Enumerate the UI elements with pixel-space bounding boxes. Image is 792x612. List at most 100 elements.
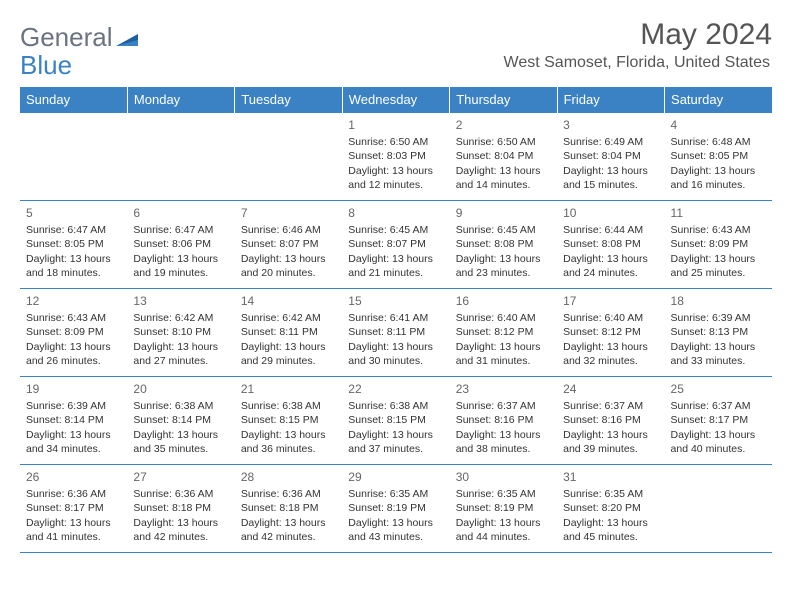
sunrise-text: Sunrise: 6:35 AM — [348, 487, 443, 501]
calendar-day-cell: 10Sunrise: 6:44 AMSunset: 8:08 PMDayligh… — [557, 201, 664, 289]
sunrise-text: Sunrise: 6:36 AM — [26, 487, 121, 501]
day-number: 19 — [26, 381, 121, 397]
sunset-text: Sunset: 8:19 PM — [348, 501, 443, 515]
sunrise-text: Sunrise: 6:45 AM — [456, 223, 551, 237]
weekday-header: Tuesday — [235, 87, 342, 113]
sunrise-text: Sunrise: 6:38 AM — [241, 399, 336, 413]
location-text: West Samoset, Florida, United States — [504, 54, 772, 72]
sunset-text: Sunset: 8:05 PM — [671, 149, 766, 163]
calendar-day-cell: 23Sunrise: 6:37 AMSunset: 8:16 PMDayligh… — [450, 377, 557, 465]
sunset-text: Sunset: 8:12 PM — [563, 325, 658, 339]
day-number: 6 — [133, 205, 228, 221]
brand-logo: General — [20, 22, 140, 53]
day-number: 25 — [671, 381, 766, 397]
sunset-text: Sunset: 8:14 PM — [133, 413, 228, 427]
sunrise-text: Sunrise: 6:36 AM — [241, 487, 336, 501]
daylight-text: Daylight: 13 hours and 41 minutes. — [26, 516, 121, 544]
daylight-text: Daylight: 13 hours and 43 minutes. — [348, 516, 443, 544]
calendar-day-cell: 26Sunrise: 6:36 AMSunset: 8:17 PMDayligh… — [20, 465, 127, 553]
sunset-text: Sunset: 8:20 PM — [563, 501, 658, 515]
sunset-text: Sunset: 8:10 PM — [133, 325, 228, 339]
day-number: 15 — [348, 293, 443, 309]
sunrise-text: Sunrise: 6:43 AM — [26, 311, 121, 325]
sunrise-text: Sunrise: 6:42 AM — [133, 311, 228, 325]
calendar-day-cell: 4Sunrise: 6:48 AMSunset: 8:05 PMDaylight… — [665, 113, 772, 201]
sunset-text: Sunset: 8:12 PM — [456, 325, 551, 339]
day-number: 10 — [563, 205, 658, 221]
sunset-text: Sunset: 8:15 PM — [348, 413, 443, 427]
month-title: May 2024 — [504, 18, 772, 52]
sunrise-text: Sunrise: 6:50 AM — [348, 135, 443, 149]
daylight-text: Daylight: 13 hours and 23 minutes. — [456, 252, 551, 280]
calendar-day-cell: 9 Sunrise: 6:45 AMSunset: 8:08 PMDaylight… — [450, 201, 557, 289]
sunset-text: Sunset: 8:11 PM — [348, 325, 443, 339]
sunrise-text: Sunrise: 6:41 AM — [348, 311, 443, 325]
daylight-text: Daylight: 13 hours and 31 minutes. — [456, 340, 551, 368]
day-number: 23 — [456, 381, 551, 397]
daylight-text: Daylight: 13 hours and 24 minutes. — [563, 252, 658, 280]
daylight-text: Daylight: 13 hours and 12 minutes. — [348, 164, 443, 192]
sunset-text: Sunset: 8:07 PM — [348, 237, 443, 251]
daylight-text: Daylight: 13 hours and 20 minutes. — [241, 252, 336, 280]
daylight-text: Daylight: 13 hours and 29 minutes. — [241, 340, 336, 368]
calendar-empty-cell — [20, 113, 127, 201]
daylight-text: Daylight: 13 hours and 32 minutes. — [563, 340, 658, 368]
calendar-body: 1Sunrise: 6:50 AMSunset: 8:03 PMDaylight… — [20, 113, 772, 553]
calendar-day-cell: 24Sunrise: 6:37 AMSunset: 8:16 PMDayligh… — [557, 377, 664, 465]
sunset-text: Sunset: 8:06 PM — [133, 237, 228, 251]
day-number: 9 — [456, 205, 551, 221]
sunrise-text: Sunrise: 6:37 AM — [671, 399, 766, 413]
day-number: 29 — [348, 469, 443, 485]
day-number: 24 — [563, 381, 658, 397]
day-number: 16 — [456, 293, 551, 309]
daylight-text: Daylight: 13 hours and 27 minutes. — [133, 340, 228, 368]
sunrise-text: Sunrise: 6:49 AM — [563, 135, 658, 149]
calendar-day-cell: 13Sunrise: 6:42 AMSunset: 8:10 PMDayligh… — [127, 289, 234, 377]
daylight-text: Daylight: 13 hours and 21 minutes. — [348, 252, 443, 280]
day-number: 2 — [456, 117, 551, 133]
sunset-text: Sunset: 8:05 PM — [26, 237, 121, 251]
daylight-text: Daylight: 13 hours and 16 minutes. — [671, 164, 766, 192]
calendar-week-row: 26Sunrise: 6:36 AMSunset: 8:17 PMDayligh… — [20, 465, 772, 553]
day-number: 21 — [241, 381, 336, 397]
calendar-day-cell: 1Sunrise: 6:50 AMSunset: 8:03 PMDaylight… — [342, 113, 449, 201]
sunset-text: Sunset: 8:07 PM — [241, 237, 336, 251]
flag-icon — [116, 22, 138, 53]
daylight-text: Daylight: 13 hours and 18 minutes. — [26, 252, 121, 280]
sunset-text: Sunset: 8:04 PM — [456, 149, 551, 163]
calendar-day-cell: 19 Sunrise: 6:39 AMSunset: 8:14 PMDayligh… — [20, 377, 127, 465]
day-number: 5 — [26, 205, 121, 221]
daylight-text: Daylight: 13 hours and 45 minutes. — [563, 516, 658, 544]
sunrise-text: Sunrise: 6:37 AM — [563, 399, 658, 413]
calendar-empty-cell — [665, 465, 772, 553]
calendar-day-cell: 20Sunrise: 6:38 AMSunset: 8:14 PMDayligh… — [127, 377, 234, 465]
day-number: 30 — [456, 469, 551, 485]
sunrise-text: Sunrise: 6:39 AM — [26, 399, 121, 413]
calendar-day-cell: 21Sunrise: 6:38 AMSunset: 8:15 PMDayligh… — [235, 377, 342, 465]
brand-part2: Blue — [20, 50, 72, 81]
daylight-text: Daylight: 13 hours and 34 minutes. — [26, 428, 121, 456]
calendar-empty-cell — [127, 113, 234, 201]
day-number: 11 — [671, 205, 766, 221]
sunset-text: Sunset: 8:11 PM — [241, 325, 336, 339]
sunset-text: Sunset: 8:16 PM — [456, 413, 551, 427]
sunset-text: Sunset: 8:13 PM — [671, 325, 766, 339]
sunrise-text: Sunrise: 6:35 AM — [456, 487, 551, 501]
sunset-text: Sunset: 8:04 PM — [563, 149, 658, 163]
sunset-text: Sunset: 8:18 PM — [133, 501, 228, 515]
title-block: May 2024 West Samoset, Florida, United S… — [504, 18, 772, 72]
sunset-text: Sunset: 8:08 PM — [456, 237, 551, 251]
sunset-text: Sunset: 8:17 PM — [671, 413, 766, 427]
weekday-header: Thursday — [450, 87, 557, 113]
calendar-day-cell: 16Sunrise: 6:40 AMSunset: 8:12 PMDayligh… — [450, 289, 557, 377]
sunset-text: Sunset: 8:15 PM — [241, 413, 336, 427]
calendar-week-row: 1Sunrise: 6:50 AMSunset: 8:03 PMDaylight… — [20, 113, 772, 201]
calendar-week-row: 5Sunrise: 6:47 AMSunset: 8:05 PMDaylight… — [20, 201, 772, 289]
sunrise-text: Sunrise: 6:40 AM — [563, 311, 658, 325]
calendar-day-cell: 5 Sunrise: 6:47 AMSunset: 8:05 PMDaylight… — [20, 201, 127, 289]
sunset-text: Sunset: 8:14 PM — [26, 413, 121, 427]
calendar-day-cell: 11Sunrise: 6:43 AMSunset: 8:09 PMDayligh… — [665, 201, 772, 289]
calendar-day-cell: 14Sunrise: 6:42 AMSunset: 8:11 PMDayligh… — [235, 289, 342, 377]
calendar-day-cell: 28Sunrise: 6:36 AMSunset: 8:18 PMDayligh… — [235, 465, 342, 553]
sunrise-text: Sunrise: 6:47 AM — [26, 223, 121, 237]
